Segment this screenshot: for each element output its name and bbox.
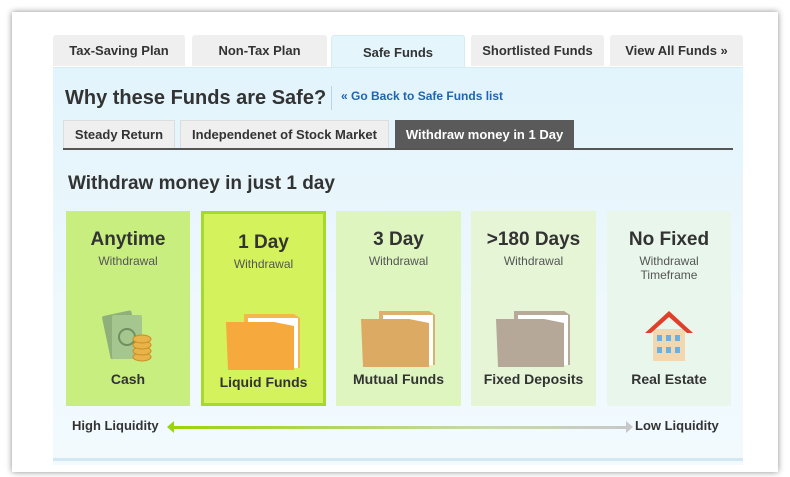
card-title: Anytime: [90, 229, 166, 250]
subtab-withdraw-money[interactable]: Withdraw money in 1 Day: [395, 120, 574, 148]
subtab-steady-return[interactable]: Steady Return: [63, 120, 175, 148]
card-subtitle: Withdrawal: [368, 254, 429, 268]
card-mutual-funds[interactable]: 3 Day Withdrawal Mutual Funds: [336, 211, 461, 406]
house-icon: [607, 307, 731, 367]
card-label: Cash: [110, 371, 146, 387]
high-liquidity-label: High Liquidity: [72, 418, 159, 433]
page-title: Why these Funds are Safe?: [65, 87, 327, 109]
card-title: No Fixed: [628, 229, 710, 250]
card-subtitle: Withdrawal Timeframe: [639, 254, 699, 282]
cash-icon: [66, 307, 190, 367]
section-title: Withdraw money in just 1 day: [68, 173, 335, 194]
safe-funds-panel: Why these Funds are Safe? « Go Back to S…: [53, 67, 743, 465]
card-subtitle: Withdrawal: [503, 254, 564, 268]
card-label: Mutual Funds: [353, 371, 444, 387]
tab-tax-saving-plan[interactable]: Tax-Saving Plan: [53, 35, 185, 66]
tab-safe-funds[interactable]: Safe Funds: [331, 35, 465, 69]
back-link[interactable]: « Go Back to Safe Funds list: [341, 89, 504, 103]
card-cash[interactable]: Anytime Withdrawal Cash: [66, 211, 190, 406]
folder-icon: [204, 310, 323, 370]
sub-tabs: Steady Return Independenet of Stock Mark…: [63, 120, 733, 150]
tab-view-all-funds[interactable]: View All Funds »: [610, 35, 743, 66]
subtab-independent-of-stock-market[interactable]: Independenet of Stock Market: [180, 120, 389, 148]
tab-non-tax-plan[interactable]: Non-Tax Plan: [192, 35, 327, 66]
card-subtitle: Withdrawal: [233, 257, 294, 271]
card-title: >180 Days: [486, 229, 581, 250]
card-real-estate[interactable]: No Fixed Withdrawal Timeframe Real Estat…: [607, 211, 731, 406]
folder-icon: [336, 307, 461, 367]
card-title: 3 Day: [373, 229, 424, 250]
tab-shortlisted-funds[interactable]: Shortlisted Funds: [471, 35, 604, 66]
card-label: Real Estate: [631, 371, 707, 387]
card-fixed-deposits[interactable]: >180 Days Withdrawal Fixed Deposits: [471, 211, 596, 406]
card-label: Fixed Deposits: [483, 371, 584, 387]
card-label: Liquid Funds: [219, 374, 308, 390]
divider: [331, 86, 332, 110]
liquidity-arrow: [167, 421, 633, 433]
card-title: 1 Day: [238, 232, 289, 253]
divider: [53, 458, 743, 461]
low-liquidity-label: Low Liquidity: [635, 418, 719, 433]
card-subtitle: Withdrawal: [98, 254, 158, 268]
top-tabs: Tax-Saving Plan Non-Tax Plan Safe Funds …: [53, 35, 743, 69]
folder-icon: [471, 307, 596, 367]
card-liquid-funds[interactable]: 1 Day Withdrawal Liquid Funds: [201, 211, 326, 406]
